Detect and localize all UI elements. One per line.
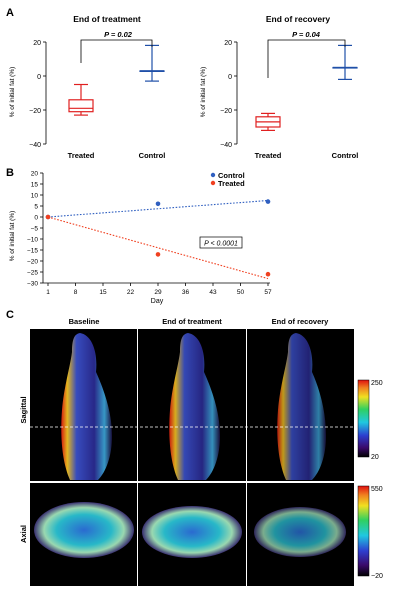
axial-body-baseline — [34, 502, 134, 558]
x-category-control: Control — [332, 151, 359, 160]
x-tick-label: 36 — [182, 289, 190, 296]
color-bar-axial — [357, 485, 370, 577]
y-axis-ticks-a-right: 20 0 −20 −40 — [220, 40, 237, 149]
box-plot-end-of-recovery: End of recovery % of initial fat (%) 20 … — [200, 14, 358, 160]
p-value-a-right: P = 0.04 — [292, 30, 321, 39]
y-tick-label: −20 — [220, 108, 232, 115]
box-treated — [255, 112, 281, 131]
data-point-control — [265, 199, 271, 204]
scatter-series-b — [45, 199, 271, 280]
x-tick-label: 1 — [46, 289, 50, 296]
y-tick-label: 5 — [34, 203, 38, 210]
box-iqr — [68, 99, 94, 113]
box-treated — [68, 83, 94, 116]
mri-panel: Baseline End of treatment End of recover… — [19, 317, 383, 586]
sagittal-body-end-of-treatment — [169, 333, 220, 480]
axial-body-end-of-recovery — [254, 507, 346, 557]
y-tick-label: 0 — [37, 74, 41, 81]
x-tick-label: 8 — [74, 289, 78, 296]
color-scale-min-sagittal: 20 — [371, 454, 379, 461]
y-tick-label: −20 — [27, 258, 38, 265]
x-tick-label: 57 — [264, 289, 272, 296]
column-title-end-of-treatment: End of treatment — [162, 317, 222, 326]
y-axis-label-a-left: % of initial fat (%) — [9, 67, 16, 118]
color-scale-sagittal: 250 20 — [357, 379, 383, 461]
color-scale-min-axial: −20 — [371, 573, 383, 580]
axial-images — [30, 483, 354, 586]
y-axis-ticks-b: 20 15 10 5 0 −5 −10 −15 −20 −25 −30 — [27, 170, 43, 287]
sagittal-body-end-of-recovery — [277, 333, 326, 480]
y-tick-label: −10 — [27, 236, 38, 243]
panel-letter-a: A — [6, 7, 14, 19]
column-title-end-of-recovery: End of recovery — [272, 317, 330, 326]
x-tick-label: 50 — [237, 289, 245, 296]
chart-title-end-of-recovery: End of recovery — [266, 14, 331, 24]
y-tick-label: 0 — [34, 214, 38, 221]
color-scale-max-sagittal: 250 — [371, 380, 383, 387]
x-category-control: Control — [139, 151, 166, 160]
color-bar-sagittal — [357, 379, 370, 458]
panel-letter-b: B — [6, 167, 14, 179]
series-treated — [45, 214, 271, 280]
color-scale-axial: 550 −20 — [357, 485, 383, 580]
box-control — [332, 44, 358, 81]
x-category-treated: Treated — [68, 151, 95, 160]
y-tick-label: −25 — [27, 269, 38, 276]
data-point-treated — [265, 271, 271, 277]
trend-line-treated — [47, 216, 269, 280]
x-tick-label: 15 — [99, 289, 107, 296]
color-scale-max-axial: 550 — [371, 486, 383, 493]
boxes-a-left — [68, 44, 165, 116]
significance-bracket-a-right — [267, 39, 346, 78]
x-tick-label: 22 — [127, 289, 135, 296]
legend-b: Control Treated — [210, 171, 245, 188]
y-tick-label: −30 — [27, 280, 38, 287]
x-category-treated: Treated — [255, 151, 282, 160]
box-plot-end-of-treatment: End of treatment % of initial fat (%) 20… — [9, 14, 165, 160]
legend-marker-treated — [210, 180, 216, 186]
legend-label-control: Control — [218, 171, 245, 180]
y-tick-label: 20 — [31, 170, 39, 177]
column-title-baseline: Baseline — [69, 317, 100, 326]
legend-label-treated: Treated — [218, 179, 245, 188]
scatter-plot-fat-over-time: % of initial fat (%) 20151050−5−10−15−20… — [9, 170, 272, 305]
y-tick-label: 0 — [228, 74, 232, 81]
y-axis-label-b: % of initial fat (%) — [9, 211, 16, 262]
row-label-sagittal: Sagittal — [19, 396, 28, 423]
trend-line-control — [47, 199, 269, 218]
data-point-treated — [155, 252, 161, 257]
y-tick-label: −40 — [220, 142, 232, 149]
y-tick-label: 20 — [224, 40, 232, 47]
y-tick-label: −20 — [29, 108, 41, 115]
y-tick-label: −15 — [27, 247, 38, 254]
chart-title-end-of-treatment: End of treatment — [73, 14, 141, 24]
y-tick-label: 10 — [31, 192, 39, 199]
y-axis-ticks-a-left: 20 0 −20 −40 — [29, 40, 46, 149]
x-tick-label: 29 — [154, 289, 162, 296]
p-value-a-left: P = 0.02 — [104, 30, 133, 39]
sagittal-body-baseline — [61, 333, 112, 480]
box-control — [139, 44, 165, 82]
significance-bracket-a-left — [80, 39, 153, 63]
panel-letter-c: C — [6, 309, 14, 321]
sagittal-images — [30, 329, 354, 481]
data-point-treated — [45, 214, 51, 220]
series-control — [45, 199, 271, 220]
axial-body-end-of-treatment — [142, 506, 242, 558]
x-tick-label: 43 — [209, 289, 217, 296]
y-tick-label: 20 — [33, 40, 41, 47]
y-axis-label-a-right: % of initial fat (%) — [200, 67, 207, 118]
y-tick-label: −5 — [31, 225, 39, 232]
p-value-box-b — [199, 236, 243, 249]
x-axis-ticks-b: 1 8 15 22 29 36 43 50 57 — [46, 283, 272, 296]
data-point-control — [155, 201, 161, 207]
legend-marker-control — [210, 172, 216, 178]
p-value-b: P < 0.0001 — [204, 241, 238, 248]
x-axis-label-b: Day — [151, 298, 164, 305]
y-tick-label: 15 — [31, 181, 39, 188]
y-tick-label: −40 — [29, 142, 41, 149]
boxes-a-right — [255, 44, 358, 131]
row-label-axial: Axial — [19, 525, 28, 543]
